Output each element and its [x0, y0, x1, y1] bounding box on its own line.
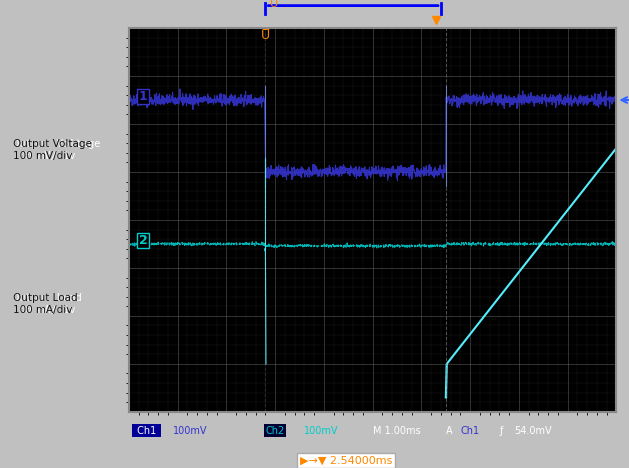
Text: Output Voltage
100 mV/div: Output Voltage 100 mV/div	[13, 139, 100, 161]
Text: U̅: U̅	[261, 29, 270, 42]
Text: Output Voltage
100 mV/div: Output Voltage 100 mV/div	[13, 139, 91, 161]
Text: ƒ: ƒ	[499, 426, 503, 436]
Text: Ch1: Ch1	[460, 426, 479, 436]
Text: 2: 2	[139, 234, 147, 247]
Text: A: A	[446, 426, 452, 436]
Text: 54.0mV: 54.0mV	[514, 426, 552, 436]
Text: Ch2: Ch2	[265, 426, 285, 436]
Text: 100mV: 100mV	[173, 426, 208, 436]
Text: M 1.00ms: M 1.00ms	[372, 426, 420, 436]
Text: Ch1: Ch1	[134, 426, 159, 436]
Text: Output Load
100 mA/div: Output Load 100 mA/div	[13, 293, 81, 315]
Text: Output Load
100 mA/div: Output Load 100 mA/div	[13, 293, 77, 315]
Text: U: U	[270, 0, 279, 9]
Text: 100mV: 100mV	[304, 426, 339, 436]
Text: ▶→▼ 2.54000ms: ▶→▼ 2.54000ms	[300, 456, 392, 466]
Text: 1: 1	[139, 90, 147, 103]
